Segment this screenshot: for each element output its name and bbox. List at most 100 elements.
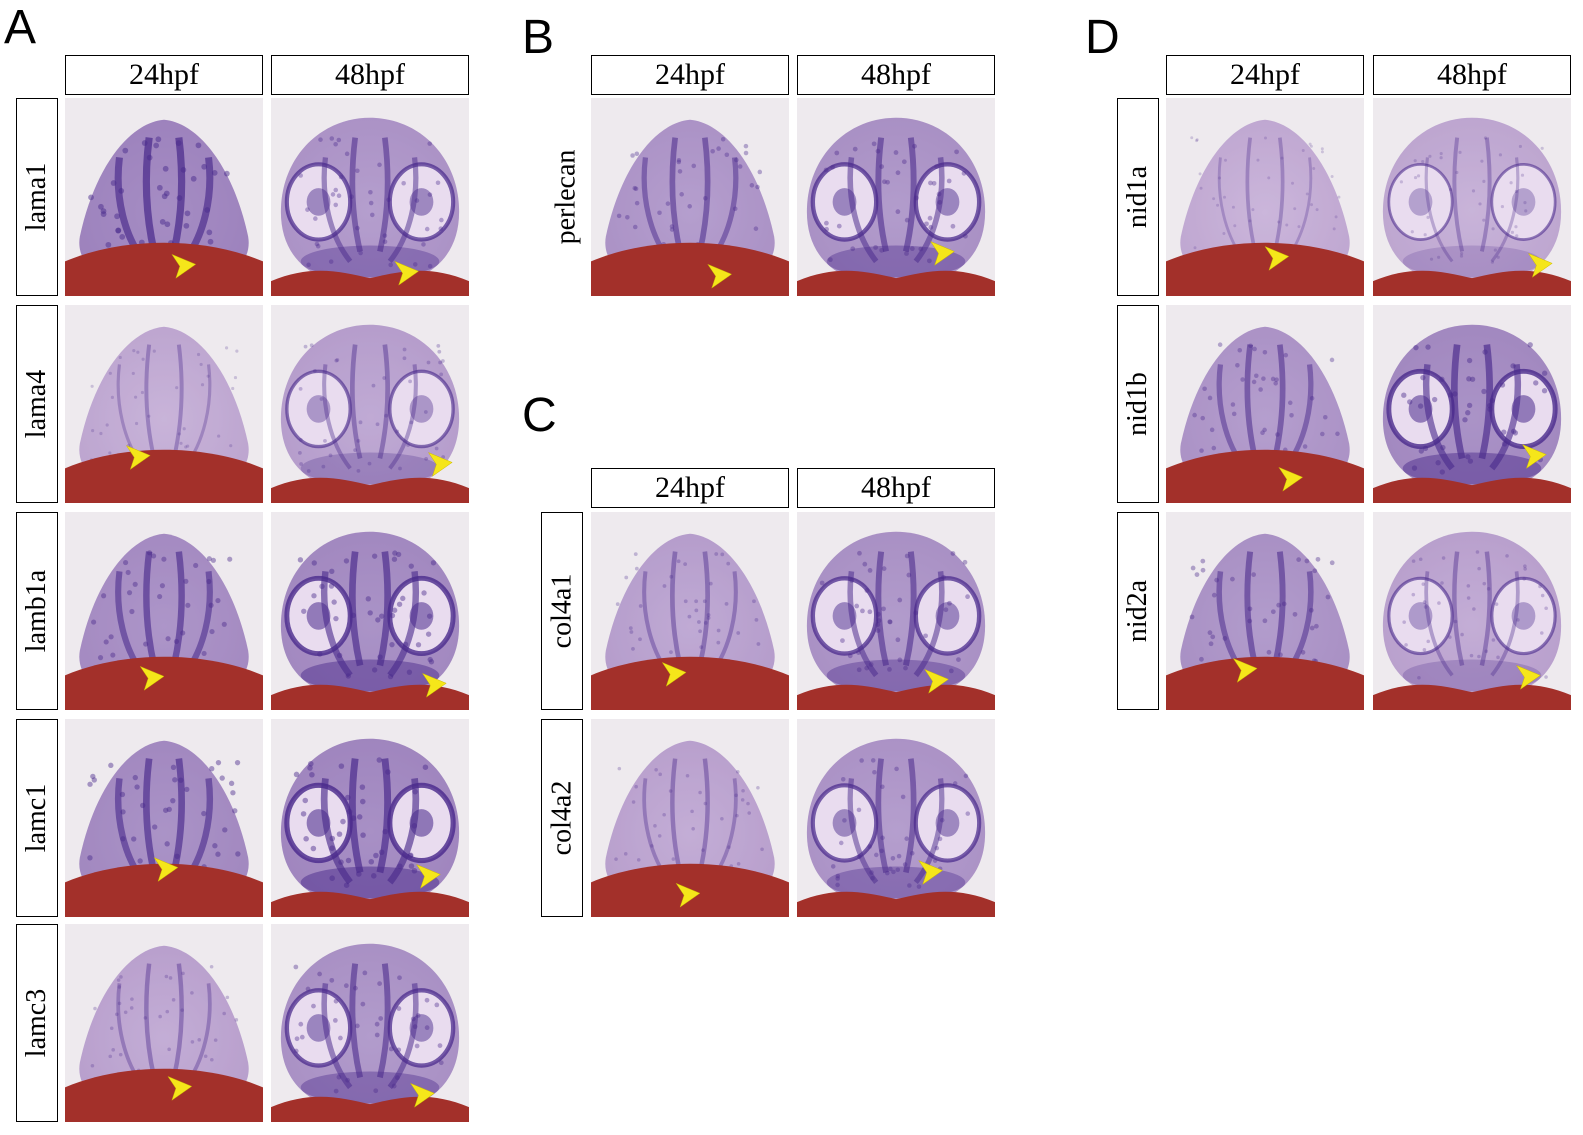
gene-label-text: col4a1	[546, 573, 578, 649]
embryo-image	[65, 98, 263, 296]
micrograph-nid1a-48hpf	[1373, 98, 1571, 296]
micrograph-lamc1-48hpf	[271, 719, 469, 917]
gene-label-nid1a: nid1a	[1117, 98, 1159, 296]
arrowhead-icon	[1515, 664, 1541, 690]
micrograph-nid1b-24hpf	[1166, 305, 1364, 503]
embryo-image	[797, 98, 995, 296]
micrograph-nid2a-24hpf	[1166, 512, 1364, 710]
panel-c-stage-label: 24hpf	[591, 468, 789, 508]
panel-a-stage-label: 48hpf	[271, 55, 469, 95]
arrowhead-icon	[1264, 245, 1290, 271]
arrowhead-icon	[125, 445, 151, 470]
gene-label-lama4: lama4	[16, 305, 58, 503]
micrograph-lama4-48hpf	[271, 305, 469, 503]
micrograph-perlecan-48hpf	[797, 98, 995, 296]
gene-label-perlecan: perlecan	[545, 98, 587, 296]
gene-label-text: perlecan	[550, 149, 582, 245]
embryo-image	[271, 924, 469, 1122]
arrowhead-icon	[1527, 252, 1553, 278]
embryo-image	[1373, 305, 1571, 503]
micrograph-nid1b-48hpf	[1373, 305, 1571, 503]
panel-b-stage-label: 24hpf	[591, 55, 789, 95]
panel-b-stage-label: 48hpf	[797, 55, 995, 95]
gene-label-text: nid1b	[1122, 372, 1153, 436]
gene-label-lamb1a: lamb1a	[16, 512, 58, 710]
embryo-image	[591, 98, 789, 296]
arrowhead-icon	[1521, 444, 1547, 469]
embryo-image	[271, 512, 469, 710]
embryo-image	[65, 719, 263, 917]
gene-label-text: col4a2	[546, 780, 578, 856]
gene-label-text: lama4	[21, 369, 53, 439]
embryo-image	[1373, 98, 1571, 296]
embryo-image	[65, 305, 263, 503]
embryo-image	[65, 924, 263, 1122]
micrograph-perlecan-24hpf	[591, 98, 789, 296]
gene-label-text: lamc1	[21, 783, 53, 853]
arrowhead-icon	[409, 1082, 435, 1108]
arrowhead-icon	[167, 1075, 193, 1101]
micrograph-lamc1-24hpf	[65, 719, 263, 917]
gene-label-text: lamb1a	[21, 569, 53, 653]
gene-label-lamc1: lamc1	[16, 719, 58, 917]
panel-letter-b: B	[522, 11, 555, 64]
gene-label-col4a1: col4a1	[541, 512, 583, 710]
micrograph-lamb1a-24hpf	[65, 512, 263, 710]
embryo-image	[271, 98, 469, 296]
micrograph-nid2a-48hpf	[1373, 512, 1571, 710]
micrograph-col4a1-48hpf	[797, 512, 995, 710]
embryo-image	[65, 512, 263, 710]
panel-d-stage-label: 24hpf	[1166, 55, 1364, 95]
gene-label-lamc3: lamc3	[16, 924, 58, 1122]
arrowhead-icon	[675, 882, 701, 908]
gene-label-text: nid1a	[1122, 165, 1153, 229]
arrowhead-icon	[394, 260, 420, 286]
micrograph-lama1-24hpf	[65, 98, 263, 296]
arrowhead-icon	[1278, 466, 1304, 492]
panel-d-stage-label: 48hpf	[1373, 55, 1571, 95]
arrowhead-icon	[1232, 657, 1258, 683]
arrowhead-icon	[153, 857, 179, 882]
arrowhead-icon	[929, 241, 955, 266]
embryo-image	[1166, 98, 1364, 296]
embryo-image	[591, 719, 789, 917]
embryo-image	[271, 305, 469, 503]
micrograph-lamc3-48hpf	[271, 924, 469, 1122]
micrograph-col4a2-24hpf	[591, 719, 789, 917]
gene-label-nid1b: nid1b	[1117, 305, 1159, 503]
arrowhead-icon	[918, 860, 944, 885]
panel-letter-c: C	[522, 389, 557, 442]
micrograph-lama1-48hpf	[271, 98, 469, 296]
micrograph-nid1a-24hpf	[1166, 98, 1364, 296]
embryo-image	[797, 719, 995, 917]
panel-c-stage-label: 48hpf	[797, 468, 995, 508]
micrograph-lamc3-24hpf	[65, 924, 263, 1122]
embryo-image	[591, 512, 789, 710]
arrowhead-icon	[427, 451, 453, 477]
gene-label-col4a2: col4a2	[541, 719, 583, 917]
gene-label-text: nid2a	[1122, 579, 1153, 643]
arrowhead-icon	[661, 661, 687, 687]
arrowhead-icon	[139, 665, 165, 691]
embryo-image	[271, 719, 469, 917]
arrowhead-icon	[421, 672, 447, 698]
gene-label-text: lamc3	[21, 988, 53, 1058]
embryo-image	[1166, 305, 1364, 503]
micrograph-lama4-24hpf	[65, 305, 263, 503]
embryo-image	[1373, 512, 1571, 710]
panel-a-stage-label: 24hpf	[65, 55, 263, 95]
arrowhead-icon	[707, 263, 733, 289]
embryo-image	[1166, 512, 1364, 710]
embryo-image	[797, 512, 995, 710]
arrowhead-icon	[171, 253, 197, 279]
micrograph-lamb1a-48hpf	[271, 512, 469, 710]
panel-letter-d: D	[1085, 11, 1120, 64]
gene-label-text: lama1	[21, 162, 53, 232]
gene-label-nid2a: nid2a	[1117, 512, 1159, 710]
micrograph-col4a2-48hpf	[797, 719, 995, 917]
micrograph-col4a1-24hpf	[591, 512, 789, 710]
arrowhead-icon	[924, 668, 949, 694]
panel-letter-a: A	[4, 1, 37, 54]
gene-label-lama1: lama1	[16, 98, 58, 296]
arrowhead-icon	[415, 863, 441, 889]
